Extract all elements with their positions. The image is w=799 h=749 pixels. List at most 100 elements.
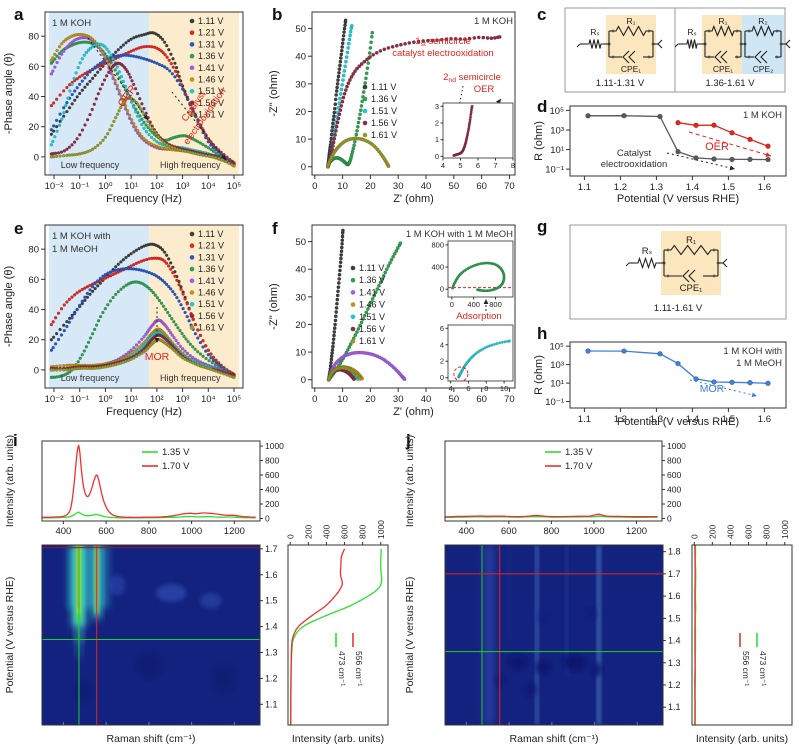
y-tick: 1.6 (668, 591, 681, 601)
inset-y-tick: 6 (440, 324, 444, 333)
series-1.61 V (49, 96, 236, 168)
series-1.41 V (326, 350, 407, 382)
highlight-circle (453, 366, 469, 382)
panel-a-plot: Low frequency High frequency 10⁻² 10⁻¹ 10⁰ 10… (3, 11, 244, 205)
plot-frame (44, 224, 244, 389)
y-tick: 800 (667, 456, 681, 466)
legend-item: 1.56 V (198, 98, 224, 108)
series-1.51 V (49, 42, 236, 167)
legend-swatch (189, 18, 195, 24)
legend-swatch (350, 338, 356, 344)
y-tick: 20 (295, 107, 306, 118)
inset-y-tick: 3 (435, 102, 439, 111)
plot-frame (41, 440, 261, 522)
x-tick: 200 (303, 525, 313, 539)
y-tick: 0 (34, 365, 39, 376)
panel-e-plot: Low frequency High frequency 10⁻² 10⁻¹ 10⁰ 10… (3, 224, 244, 418)
x-tick: 10 (337, 394, 348, 405)
x-axis-label: Intensity (arb. units) (696, 733, 788, 745)
panel-d-label: d (537, 97, 548, 116)
resistor-symbol (613, 25, 649, 37)
component-label: Rₛ (642, 246, 653, 257)
series-line (42, 444, 256, 519)
component-label: R₁ (718, 16, 727, 26)
y-tick: 1.2 (668, 680, 681, 690)
inset-frame (442, 102, 514, 159)
voltage-range: 1.11-1.61 V (654, 303, 703, 314)
inset-y-tick: 0 (440, 285, 444, 294)
resistor-symbol (709, 25, 737, 37)
y-tick: 30 (295, 79, 306, 90)
y-tick: 50 (295, 237, 306, 248)
y-tick: 20 (28, 335, 39, 346)
x-tick: 600 (501, 526, 517, 537)
legend-swatch (350, 314, 356, 320)
x-tick: 30 (393, 181, 404, 192)
legend-item: 1.31 V (198, 252, 224, 262)
inset-x-tick: 8 (511, 161, 515, 170)
legend-swatch (189, 313, 195, 319)
legend-swatch (189, 30, 195, 35)
legend-item: 1.21 V (198, 28, 224, 38)
legend-swatch (189, 100, 195, 106)
x-tick: 10⁻² (45, 181, 64, 192)
y-tick: 30 (295, 292, 306, 303)
y-tick: 1.4 (265, 622, 278, 632)
legend-swatch (189, 65, 195, 71)
legend-item: 1.41 V (198, 276, 224, 286)
panel-h-label: h (537, 324, 548, 343)
region-label: High frequency (160, 160, 221, 170)
x-axis-label: Potential (V versus RHE) (617, 193, 739, 205)
annotation: MOR (145, 351, 170, 363)
legend-swatch (189, 243, 195, 248)
y-axis-label: Potential (V versus RHE) (4, 577, 16, 694)
panel-c-plot: Rₛ R₁ CPE₁ 1.11-1.31 V Rₛ R₁ CPE₁ R₂ CPE₂ 1.36-1.… (564, 7, 791, 93)
x-tick: 400 (458, 526, 474, 537)
x-tick: 1.6 (758, 182, 771, 193)
y-tick: 1.4 (668, 636, 681, 646)
legend-swatch (189, 278, 195, 284)
x-tick: 0 (312, 394, 317, 405)
region-label: High frequency (160, 373, 221, 383)
x-tick: 400 (725, 525, 735, 539)
inset-frame (447, 240, 514, 298)
x-tick: 0 (689, 534, 699, 539)
inset-x-tick: 6 (476, 161, 480, 170)
x-tick: 1.5 (722, 182, 735, 193)
circuit-highlight (661, 231, 721, 295)
series-1.61 V (49, 337, 236, 380)
plot-frame (444, 544, 664, 726)
panel-f-label: f (272, 219, 278, 238)
legend-item: 473 cm⁻¹ (758, 651, 768, 686)
x-tick: 1000 (583, 526, 604, 537)
legend-item: 1.11 V (198, 16, 223, 26)
x-tick: 70 (504, 181, 515, 192)
inset-y-tick: 800 (431, 240, 444, 249)
y-tick: 10¹ (550, 379, 564, 390)
y-tick: 80 (28, 245, 39, 256)
y-tick: 10⁻¹ (545, 165, 564, 176)
legend-swatch (350, 265, 356, 271)
legend-swatch (350, 290, 356, 295)
y-tick: 10³ (550, 360, 564, 371)
plot-title: 1 M KOH with 1 M MeOH (406, 229, 513, 240)
legend-item: 1.51 V (359, 312, 385, 322)
legend-swatch (350, 277, 356, 283)
x-tick: 50 (449, 181, 460, 192)
legend-item: 1.11 V (198, 229, 223, 239)
x-tick: 1.4 (686, 414, 699, 425)
panel-j-plot: 400 600 800 1000 1200 0 200 400 600 800 1000 Intens… (404, 435, 793, 745)
legend-swatch (189, 53, 195, 59)
plot-frame (311, 224, 516, 389)
legend-swatch (189, 325, 195, 330)
x-tick: 800 (762, 525, 772, 539)
y-tick: 1.3 (668, 658, 681, 668)
x-tick: 10 (337, 181, 348, 192)
x-tick: 10¹ (124, 394, 138, 405)
inset-y-tick: 1 (435, 135, 439, 144)
plot-frame (569, 105, 787, 177)
legend-item: 1.56 V (198, 311, 224, 321)
annotation-arrow (666, 152, 736, 170)
inset-x-tick: 10 (500, 384, 508, 393)
x-tick: 10⁵ (227, 394, 242, 405)
